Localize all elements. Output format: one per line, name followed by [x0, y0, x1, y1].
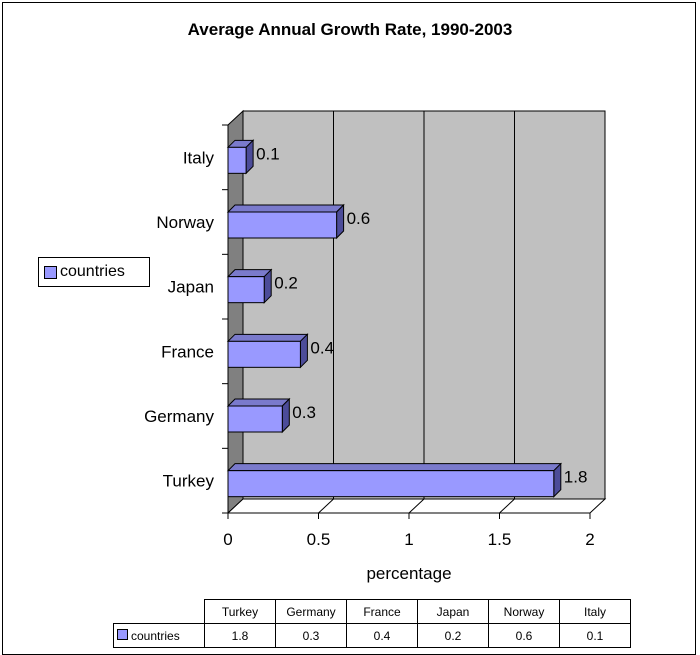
data-table-category-norway: Norway — [488, 599, 560, 624]
bar-top-france — [226, 333, 309, 342]
legend: countries — [38, 257, 150, 287]
x-tick-label: 1.5 — [488, 530, 512, 549]
bar-japan — [227, 276, 265, 304]
data-table-category-italy: Italy — [559, 599, 631, 624]
floor-gridline — [499, 498, 515, 514]
data-table-value-japan: 0.2 — [417, 623, 489, 648]
bar-germany — [227, 405, 283, 433]
category-label-japan: Japan — [168, 278, 214, 297]
floor-gridline — [318, 498, 334, 514]
bar-italy — [227, 146, 247, 174]
x-tick-label: 1 — [404, 530, 413, 549]
bar-top-turkey — [226, 463, 563, 472]
x-axis-label: percentage — [366, 564, 451, 583]
data-table-series-name: countries — [131, 628, 180, 643]
data-table-category-germany: Germany — [275, 599, 347, 624]
data-table-value-norway: 0.6 — [488, 623, 560, 648]
bar-top-germany — [226, 398, 291, 407]
category-label-turkey: Turkey — [163, 472, 215, 491]
data-label-france: 0.4 — [310, 338, 334, 357]
data-table-header-row: Turkey Germany France Japan Norway Italy — [114, 599, 631, 624]
bar-france — [227, 340, 301, 368]
data-table-value-turkey: 1.8 — [204, 623, 276, 648]
data-table-swatch — [117, 628, 128, 640]
category-label-germany: Germany — [144, 407, 214, 426]
data-label-norway: 0.6 — [347, 209, 371, 228]
floor-gridline — [408, 498, 425, 514]
data-label-japan: 0.2 — [274, 274, 298, 293]
data-table-category-japan: Japan — [417, 599, 489, 624]
data-label-germany: 0.3 — [292, 403, 316, 422]
data-table-series-cell: countries — [113, 623, 205, 648]
bar-turkey — [227, 470, 555, 498]
legend-swatch — [44, 265, 57, 279]
data-table-category-turkey: Turkey — [204, 599, 276, 624]
data-table-value-germany: 0.3 — [275, 623, 347, 648]
legend-label: countries — [60, 263, 125, 280]
x-tick-label: 0 — [223, 530, 232, 549]
data-label-turkey: 1.8 — [564, 468, 588, 487]
data-table-value-italy: 0.1 — [559, 623, 631, 648]
data-table-corner — [114, 600, 205, 624]
data-table: Turkey Germany France Japan Norway Italy coun… — [113, 599, 631, 648]
data-table-value-france: 0.4 — [346, 623, 418, 648]
x-tick-label: 2 — [585, 530, 594, 549]
bar-top-norway — [226, 204, 345, 213]
chart-title: Average Annual Growth Rate, 1990-2003 — [187, 20, 513, 39]
data-table-value-row: countries 1.8 0.3 0.4 0.2 0.6 0.1 — [113, 623, 631, 648]
category-label-france: France — [161, 342, 214, 361]
category-label-italy: Italy — [183, 148, 215, 167]
x-tick-label: 0.5 — [307, 530, 331, 549]
category-label-norway: Norway — [156, 213, 214, 232]
bar-norway — [227, 211, 338, 239]
data-label-italy: 0.1 — [256, 144, 280, 163]
data-table-category-france: France — [346, 599, 418, 624]
